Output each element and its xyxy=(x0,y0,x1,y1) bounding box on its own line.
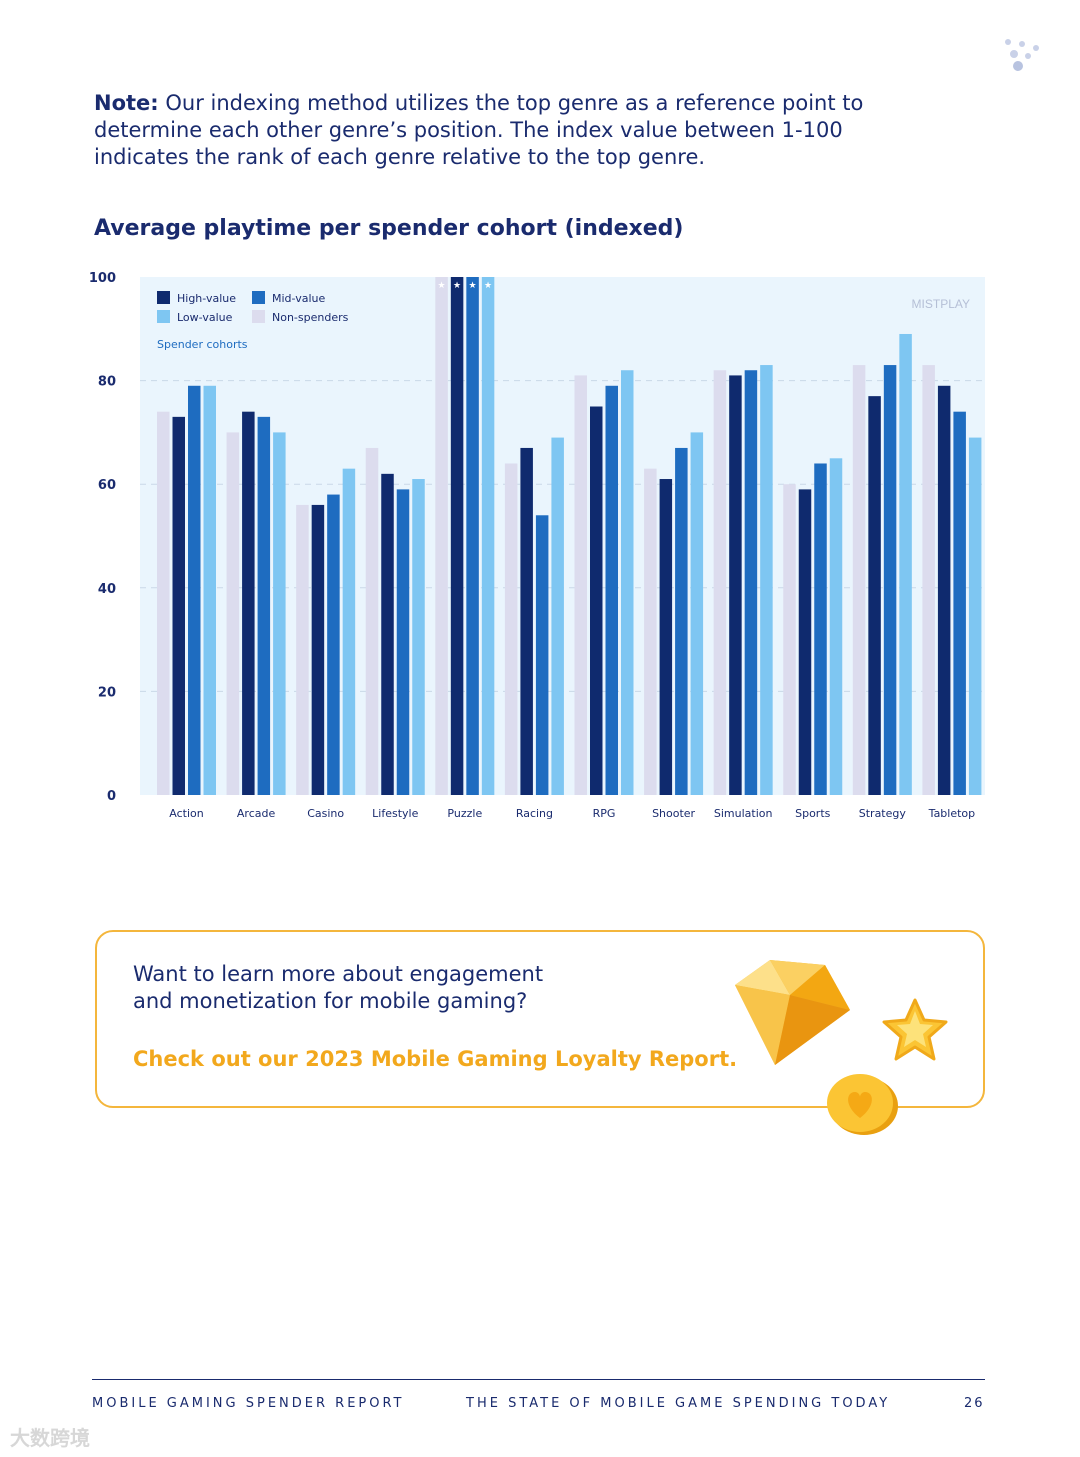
loyalty-report-link[interactable]: Check out our 2023 Mobile Gaming Loyalty… xyxy=(133,1047,738,1071)
x-tick-label: RPG xyxy=(593,807,616,820)
y-tick-label: 40 xyxy=(98,582,116,597)
legend-label: High-value xyxy=(177,292,236,305)
bar-tabletop-low-value xyxy=(968,437,982,795)
x-tick-label: Puzzle xyxy=(447,807,482,820)
bar-lifestyle-non-spenders xyxy=(365,447,379,795)
bar-racing-low-value xyxy=(551,437,564,795)
y-tick-label: 80 xyxy=(98,375,116,390)
bar-chart: 0 20 40 60 80 100 MISTPLAY Action Arcade Casino Li… xyxy=(89,271,985,820)
y-tick-label: 60 xyxy=(98,478,116,493)
bar-strategy-low-value xyxy=(899,333,912,795)
brand-dots-icon xyxy=(1005,39,1039,71)
bar-shooter-non-spenders xyxy=(644,468,657,795)
x-tick-label: Strategy xyxy=(859,807,907,820)
legend-swatch xyxy=(157,291,170,304)
bar-racing-non-spenders xyxy=(504,463,518,795)
bar-shooter-high-value xyxy=(659,479,673,795)
footer-divider xyxy=(92,1379,985,1380)
bar-sports-high-value xyxy=(798,489,812,795)
cta-box: Want to learn more about engagement and … xyxy=(95,930,985,1108)
legend-label: Mid-value xyxy=(272,292,325,305)
bar-tabletop-high-value xyxy=(937,385,951,795)
bar-action-high-value xyxy=(172,416,185,795)
watermark-logo: 大数跨境 xyxy=(10,1426,90,1450)
top-genre-star: ★ xyxy=(453,281,461,291)
bar-sports-non-spenders xyxy=(783,484,796,795)
footer-section-title: THE STATE OF MOBILE GAME SPENDING TODAY xyxy=(466,1396,891,1411)
top-genre-star: ★ xyxy=(469,281,477,291)
bar-arcade-low-value xyxy=(273,432,286,795)
x-tick-label: Action xyxy=(169,807,203,820)
bar-racing-mid-value xyxy=(535,515,549,795)
legend-label: Non-spenders xyxy=(272,311,349,324)
page-number: 26 xyxy=(964,1396,985,1411)
bar-casino-low-value xyxy=(342,468,356,795)
bar-shooter-low-value xyxy=(690,432,704,795)
bar-rpg-low-value xyxy=(621,370,634,795)
x-tick-label: Racing xyxy=(516,807,553,820)
bar-tabletop-mid-value xyxy=(953,411,966,795)
cta-line-1: Want to learn more about engagement xyxy=(133,962,544,986)
chart-title: Average playtime per spender cohort (ind… xyxy=(94,216,684,241)
bar-casino-mid-value xyxy=(327,494,340,795)
diamond-icon xyxy=(735,960,850,1065)
note-label: Note: xyxy=(94,91,159,115)
bar-strategy-non-spenders xyxy=(852,365,866,795)
bar-lifestyle-mid-value xyxy=(396,489,410,795)
mistplay-watermark: MISTPLAY xyxy=(912,297,970,311)
x-tick-label: Sports xyxy=(795,807,831,820)
x-tick-label: Tabletop xyxy=(928,807,975,820)
bar-rpg-mid-value xyxy=(605,385,618,795)
x-tick-label: Lifestyle xyxy=(372,807,418,820)
legend-swatch xyxy=(252,310,265,323)
bar-simulation-high-value xyxy=(729,375,742,795)
x-tick-label: Shooter xyxy=(652,807,695,820)
note-text: Our indexing method utilizes the top gen… xyxy=(94,91,864,169)
bar-simulation-non-spenders xyxy=(713,370,727,795)
x-tick-label: Arcade xyxy=(237,807,276,820)
bar-sports-low-value xyxy=(829,458,843,795)
y-tick-label: 100 xyxy=(89,271,116,286)
top-genre-star: ★ xyxy=(438,281,446,291)
star-icon xyxy=(882,998,948,1061)
bar-puzzle-mid-value xyxy=(466,277,479,795)
bar-simulation-low-value xyxy=(760,365,773,795)
bar-arcade-mid-value xyxy=(257,416,271,795)
bar-shooter-mid-value xyxy=(675,447,688,795)
legend-swatch xyxy=(252,291,265,304)
y-tick-label: 20 xyxy=(98,685,116,700)
bar-strategy-mid-value xyxy=(883,365,897,795)
bar-arcade-non-spenders xyxy=(226,432,240,795)
legend-swatch xyxy=(157,310,170,323)
cta-line-2: and monetization for mobile gaming? xyxy=(133,989,528,1013)
bar-arcade-high-value xyxy=(242,411,255,795)
bar-puzzle-non-spenders xyxy=(435,277,448,795)
bar-action-mid-value xyxy=(188,385,201,795)
bar-lifestyle-low-value xyxy=(412,479,425,795)
bar-simulation-mid-value xyxy=(744,370,758,795)
bar-puzzle-low-value xyxy=(481,277,495,795)
top-genre-star: ★ xyxy=(484,281,492,291)
bar-rpg-non-spenders xyxy=(574,375,587,795)
bar-casino-non-spenders xyxy=(296,504,309,795)
bar-action-non-spenders xyxy=(157,411,170,795)
bar-strategy-high-value xyxy=(868,396,881,795)
legend-label: Low-value xyxy=(177,311,233,324)
footer-report-title: MOBILE GAMING SPENDER REPORT xyxy=(92,1396,405,1411)
x-tick-label: Casino xyxy=(307,807,344,820)
x-tick-label: Simulation xyxy=(714,807,773,820)
legend-title: Spender cohorts xyxy=(157,338,248,351)
bar-racing-high-value xyxy=(520,447,533,795)
bar-casino-high-value xyxy=(311,504,325,795)
heart-coin-icon xyxy=(827,1074,898,1135)
bar-sports-mid-value xyxy=(814,463,827,795)
y-tick-label: 0 xyxy=(107,789,116,804)
bar-lifestyle-high-value xyxy=(381,473,394,795)
note-paragraph: Note: Our indexing method utilizes the t… xyxy=(94,90,934,171)
bar-tabletop-non-spenders xyxy=(922,365,935,795)
bar-puzzle-high-value xyxy=(450,277,464,795)
bar-rpg-high-value xyxy=(590,406,603,795)
bar-action-low-value xyxy=(203,385,216,795)
